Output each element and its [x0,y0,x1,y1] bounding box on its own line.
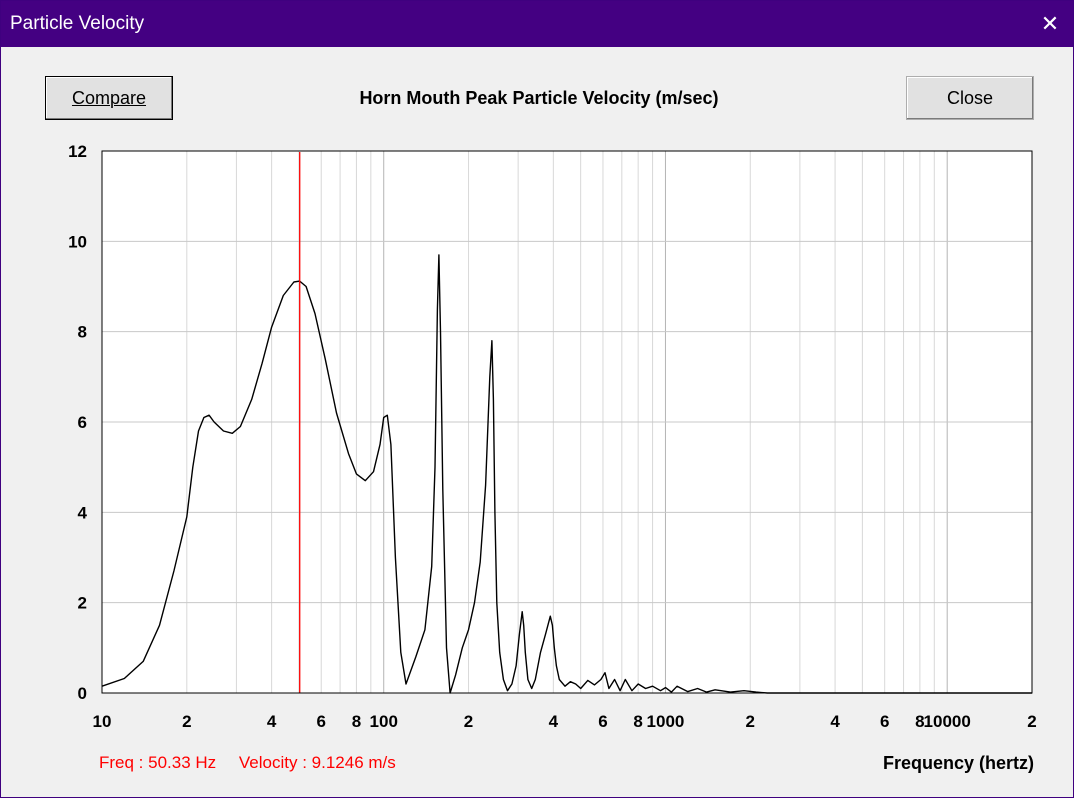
x-tick-label: 10 [93,712,112,731]
x-tick-label: 6 [316,712,325,731]
x-tick-label: 2 [182,712,191,731]
close-button-label: Close [946,87,994,108]
x-tick-label: 6 [880,712,889,731]
x-tick-label: 8 [352,712,361,731]
title-bar[interactable]: Particle Velocity ✕ [1,1,1073,47]
plot-frame [101,150,1033,694]
x-tick-label: 6 [598,712,607,731]
x-tick-label: 1000 [647,712,685,731]
y-tick-label: 0 [78,684,87,703]
x-axis-label: Frequency (hertz) [883,753,1034,773]
compare-button[interactable]: Compare [45,76,173,120]
y-tick-label: 6 [78,413,87,432]
cursor-readout: Freq : 50.33 Hz Velocity : 9.1246 m/s [99,753,414,773]
x-tick-label: 2 [464,712,473,731]
x-tick-label: 10000 [924,712,971,731]
close-icon[interactable]: ✕ [1040,11,1060,36]
y-tick-label: 12 [68,142,87,161]
x-tick-label: 2 [746,712,755,731]
y-tick-label: 2 [78,594,87,613]
x-tick-label: 8 [915,712,924,731]
y-tick-label: 8 [78,323,87,342]
x-tick-label: 4 [549,712,559,731]
compare-button-label: Compare [71,87,147,108]
window-title: Particle Velocity [10,13,145,34]
y-tick-label: 4 [78,503,88,522]
freq-readout: Freq : 50.33 Hz [99,753,217,772]
y-tick-label: 10 [68,232,87,251]
x-tick-label: 100 [370,712,398,731]
x-tick-label: 4 [830,712,840,731]
x-tick-label: 8 [633,712,642,731]
velocity-readout: Velocity : 9.1246 m/s [238,753,396,772]
velocity-series-line [101,254,1032,694]
close-button[interactable]: Close [906,76,1034,120]
x-tick-label: 2 [1027,712,1036,731]
chart-title: Horn Mouth Peak Particle Velocity (m/sec… [359,88,719,108]
x-tick-label: 4 [267,712,277,731]
